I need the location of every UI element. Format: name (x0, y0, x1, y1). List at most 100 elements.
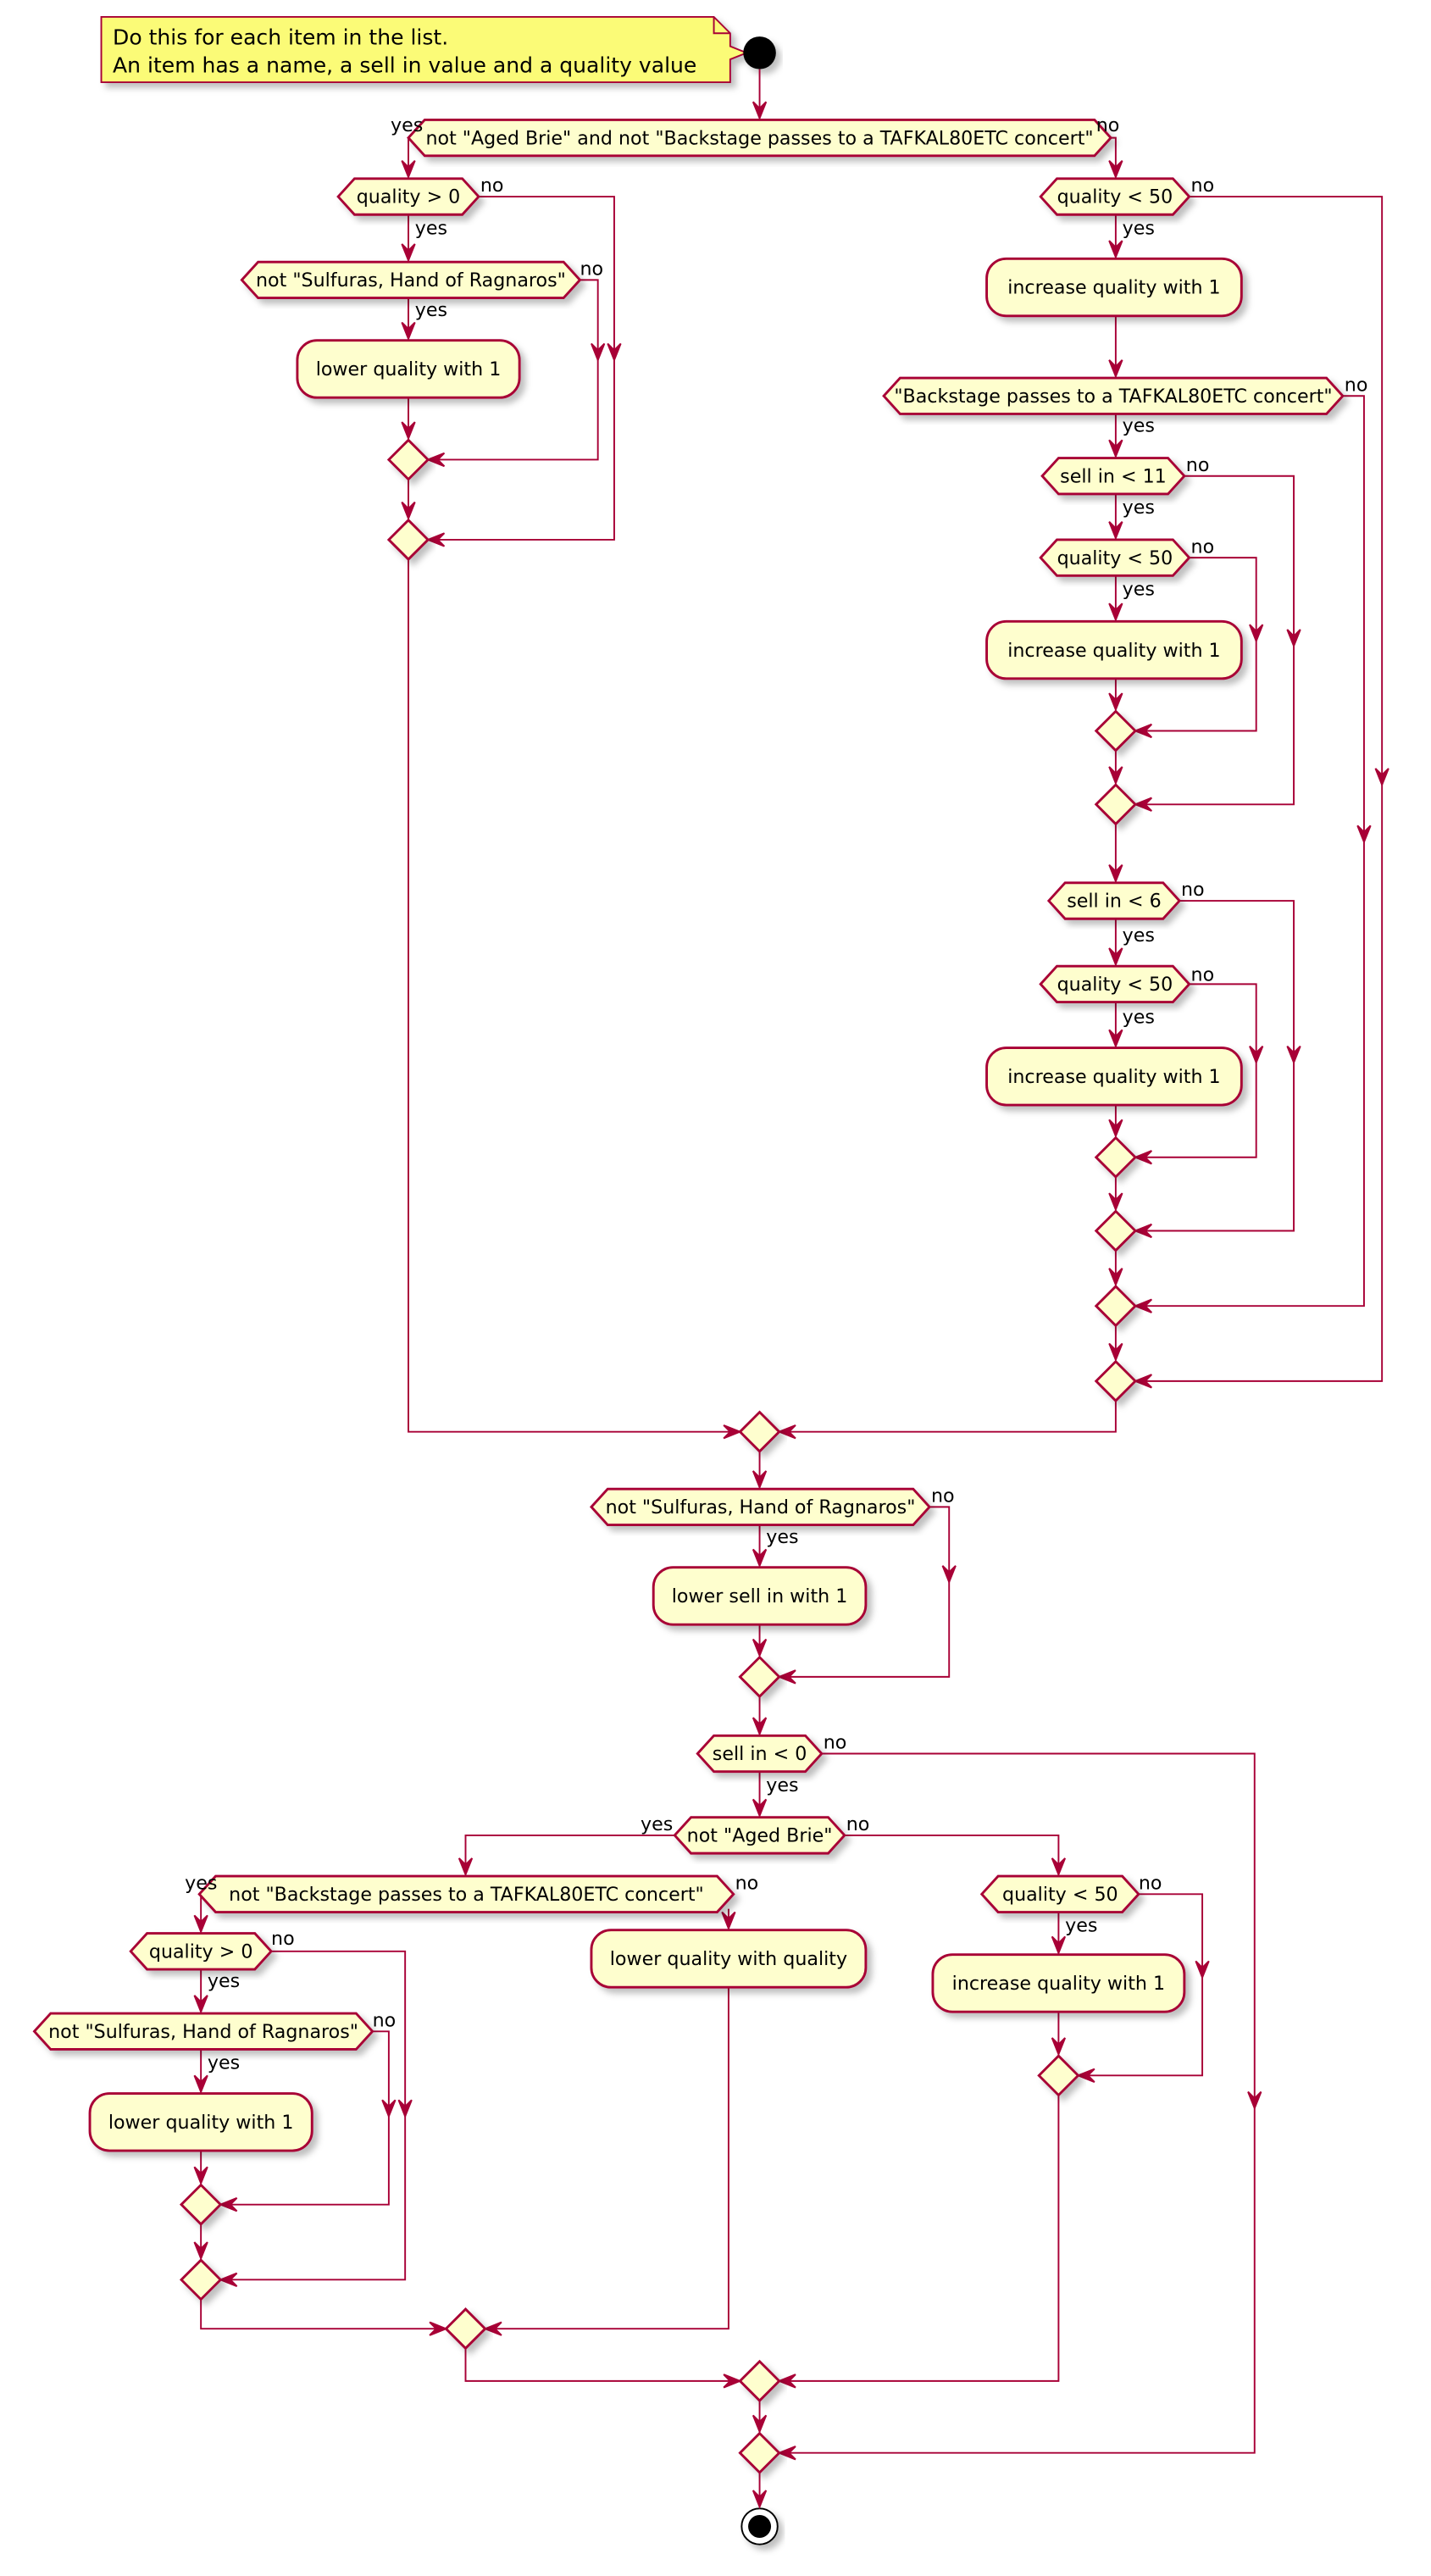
arrowhead (721, 1911, 736, 1931)
decision-label: sell in < 11 (1060, 465, 1167, 487)
arrowhead (752, 1548, 768, 1568)
arrowhead (1108, 1029, 1123, 1049)
arrowhead (193, 2074, 208, 2095)
start-node (743, 36, 776, 69)
arrowhead (397, 2099, 413, 2119)
merge-node (179, 2258, 223, 2301)
branch-label-no: no (931, 1485, 955, 1507)
decision-label: not "Aged Brie" and not "Backstage passe… (425, 127, 1093, 149)
decision-label: sell in < 6 (1067, 891, 1161, 913)
arrowhead (483, 2321, 502, 2336)
arrowhead (777, 1424, 796, 1440)
arrowhead (193, 2166, 208, 2186)
branch-label-no: no (1096, 114, 1120, 136)
arrowhead (752, 1717, 768, 1736)
action-label: lower quality with quality (610, 1948, 847, 1970)
arrowhead (1108, 439, 1123, 459)
action-label: lower quality with 1 (108, 2112, 294, 2134)
merge-node (1094, 709, 1138, 752)
decision-label: not "Sulfuras, Hand of Ragnaros" (256, 269, 566, 291)
decision-label: quality > 0 (149, 1941, 253, 1963)
decision-d1: not "Aged Brie" and not "Backstage passe… (407, 118, 1113, 158)
decision-label: quality < 50 (1057, 186, 1173, 208)
branch-label-yes: yes (415, 299, 447, 321)
arrowhead (218, 2197, 238, 2212)
arrowhead (777, 2373, 796, 2389)
merge-node (738, 2431, 781, 2474)
action-a8: increase quality with 1 (931, 1953, 1186, 2013)
arrowhead (381, 2099, 397, 2119)
arrowhead (1051, 1935, 1067, 1956)
branch-label-yes: yes (1123, 497, 1155, 519)
arrowhead (458, 1857, 474, 1877)
branch-label-no: no (1345, 374, 1368, 396)
flow-arrow (1135, 196, 1384, 1382)
action-a7: lower quality with 1 (88, 2092, 313, 2152)
branch-label-no: no (1191, 175, 1215, 197)
arrowhead (1108, 521, 1123, 541)
branch-label-no: no (824, 1732, 847, 1754)
arrowhead (429, 2321, 448, 2336)
arrowhead (401, 321, 416, 341)
branch-label-no: no (1181, 879, 1205, 901)
arrowhead (1075, 2068, 1095, 2083)
flow-arrow (408, 559, 740, 1433)
arrowhead (1133, 797, 1152, 812)
decision-d12: not "Aged Brie" (673, 1816, 846, 1855)
arrowhead (425, 532, 446, 547)
branch-label-yes: yes (641, 1813, 673, 1835)
decision-label: quality > 0 (357, 186, 461, 208)
arrowhead (1133, 1298, 1152, 1313)
branch-label-yes: yes (1065, 1915, 1097, 1937)
merge-node (444, 2307, 487, 2351)
arrowhead (193, 2241, 208, 2261)
arrowhead (1108, 766, 1123, 786)
flow-arrow (200, 2299, 446, 2330)
branch-label-yes: yes (415, 217, 447, 239)
branch-label-no: no (580, 258, 603, 280)
decision-d11: sell in < 0 (696, 1734, 824, 1774)
arrowhead (723, 2373, 743, 2389)
arrowhead (1108, 947, 1123, 967)
decision-label: not "Sulfuras, Hand of Ragnaros" (606, 1496, 916, 1518)
flow-arrow (464, 2348, 740, 2382)
note-line-2: An item has a name, a sell in value and … (113, 53, 696, 78)
flow-arrow (1135, 900, 1295, 1232)
branch-label-yes: yes (1123, 578, 1155, 600)
decision-label: not "Sulfuras, Hand of Ragnaros" (48, 2021, 358, 2043)
branch-label-no: no (480, 175, 504, 197)
arrowhead (401, 501, 416, 521)
merge-node (1094, 1285, 1138, 1328)
note: Do this for each item in the list. An it… (100, 15, 749, 84)
decision-d16: quality < 50 (979, 1874, 1140, 1913)
arrowhead (1374, 768, 1389, 787)
decision-label: not "Aged Brie" (687, 1825, 833, 1847)
decision-label: quality < 50 (1057, 974, 1173, 996)
merge-node (1094, 1135, 1138, 1179)
action-label: increase quality with 1 (1007, 1066, 1220, 1088)
flow-arrow (1135, 983, 1257, 1158)
flow-arrow (428, 279, 599, 461)
decision-d10: not "Sulfuras, Hand of Ragnaros" (590, 1487, 932, 1527)
action-a1: lower quality with 1 (296, 339, 521, 399)
branch-label-yes: yes (1123, 415, 1155, 437)
merge-node (179, 2183, 223, 2226)
merge-node (738, 1410, 781, 1453)
action-a6: lower quality with quality (590, 1929, 868, 1989)
arrowhead (777, 2446, 796, 2461)
branch-label-yes: yes (185, 1873, 217, 1895)
decision-d3: not "Sulfuras, Hand of Ragnaros" (240, 260, 582, 300)
decision-d5: "Backstage passes to a TAFKAL80ETC conce… (882, 376, 1345, 415)
action-a5: lower sell in with 1 (652, 1566, 868, 1626)
arrowhead (1108, 863, 1123, 884)
arrowhead (1133, 1374, 1152, 1389)
decision-d4: quality < 50 (1039, 177, 1191, 216)
branch-label-yes: yes (1123, 217, 1155, 239)
arrowhead (723, 1424, 743, 1440)
decision-d13: not "Backstage passes to a TAFKAL80ETC c… (197, 1874, 735, 1913)
arrowhead (941, 1565, 957, 1585)
arrowhead (752, 2414, 768, 2434)
arrowhead (1247, 2090, 1262, 2111)
arrowhead (1249, 624, 1264, 644)
